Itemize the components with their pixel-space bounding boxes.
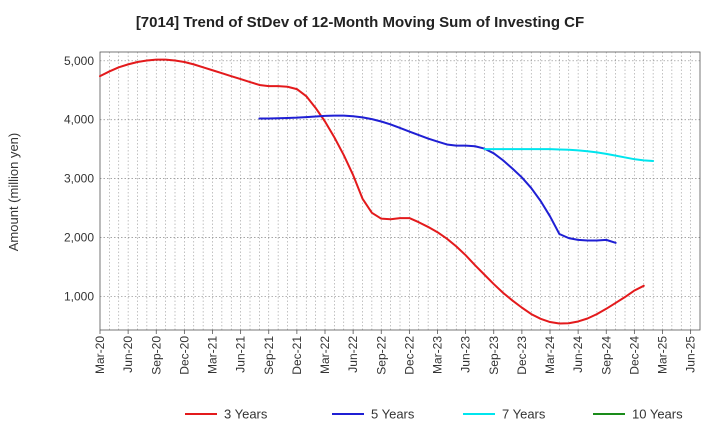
legend-label: 10 Years bbox=[632, 407, 683, 422]
x-tick-label: Sep-21 bbox=[262, 336, 276, 375]
legend-layer: 3 Years 5 Years 7 Years 10 Years bbox=[185, 407, 683, 422]
series-line-3-years bbox=[99, 58, 645, 325]
x-tick-label: Dec-22 bbox=[402, 336, 416, 375]
y-tick-label: 5,000 bbox=[64, 54, 94, 68]
chart-title: [7014] Trend of StDev of 12-Month Moving… bbox=[135, 14, 585, 31]
x-tick-label: Jun-23 bbox=[459, 336, 473, 373]
x-tick-label: Dec-23 bbox=[515, 336, 529, 375]
plot-frame bbox=[99, 51, 701, 331]
y-tick-label: 1,000 bbox=[64, 289, 94, 303]
x-tick-label: Mar-20 bbox=[93, 336, 107, 374]
legend-item: 5 Years bbox=[332, 407, 415, 422]
legend-item: 7 Years bbox=[463, 407, 546, 422]
y-tick-label: 4,000 bbox=[64, 113, 94, 127]
legend-label: 7 Years bbox=[502, 407, 546, 422]
axes-layer: 1,000 2,000 3,000 4,000 5,000 Mar-20 Jun-20 Sep… bbox=[64, 51, 701, 375]
x-tick-label: Sep-23 bbox=[487, 336, 501, 375]
x-tick-label: Mar-25 bbox=[656, 336, 670, 374]
x-tick-label: Sep-20 bbox=[149, 336, 163, 375]
y-axis-label: Amount (million yen) bbox=[6, 133, 21, 252]
series-line-7-years bbox=[483, 148, 655, 162]
x-tick-label: Mar-23 bbox=[431, 336, 445, 374]
x-tick-label: Jun-20 bbox=[121, 336, 135, 373]
x-tick-label: Jun-25 bbox=[684, 336, 698, 373]
legend-item: 3 Years bbox=[185, 407, 268, 422]
x-tick-label: Dec-20 bbox=[177, 336, 191, 375]
x-tick-label: Mar-21 bbox=[206, 336, 220, 374]
x-tick-label: Jun-21 bbox=[234, 336, 248, 373]
series-line-5-years bbox=[258, 114, 617, 244]
x-tick-label: Mar-24 bbox=[543, 336, 557, 374]
legend-label: 5 Years bbox=[371, 407, 415, 422]
x-tick-label: Jun-24 bbox=[571, 336, 585, 373]
x-tick-label: Mar-22 bbox=[318, 336, 332, 374]
x-tick-label: Dec-21 bbox=[290, 336, 304, 375]
y-tick-label: 3,000 bbox=[64, 172, 94, 186]
x-tick-label: Sep-22 bbox=[374, 336, 388, 375]
grid-layer bbox=[100, 52, 700, 330]
series-layer bbox=[99, 58, 655, 325]
legend-label: 3 Years bbox=[224, 407, 268, 422]
legend-item: 10 Years bbox=[593, 407, 683, 422]
y-tick-label: 2,000 bbox=[64, 231, 94, 245]
x-tick-label: Jun-22 bbox=[346, 336, 360, 373]
x-tick-label: Sep-24 bbox=[599, 336, 613, 375]
x-tick-label: Dec-24 bbox=[627, 336, 641, 375]
